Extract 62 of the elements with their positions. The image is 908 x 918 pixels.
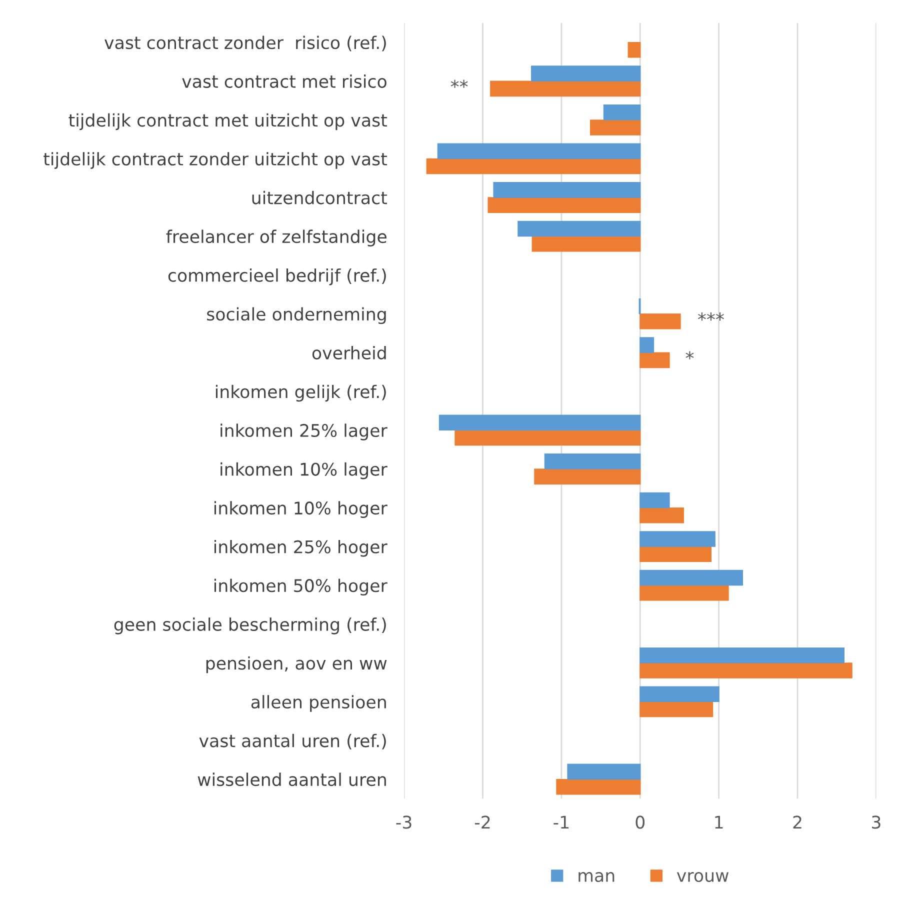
y-tick-label: vast contract met risico xyxy=(182,74,386,88)
bar xyxy=(488,197,641,213)
x-tick-label: 0 xyxy=(636,816,645,829)
annotation: * xyxy=(686,351,694,360)
y-tick-label: inkomen 10% hoger xyxy=(214,501,388,518)
bar xyxy=(640,647,845,664)
y-tick-label: inkomen 10% lager xyxy=(220,462,388,480)
x-tick-label: -1 xyxy=(554,816,568,829)
y-tick-label: inkomen gelijk (ref.) xyxy=(216,384,386,402)
y-tick-label: commercieel bedrijf (ref.) xyxy=(168,268,386,286)
bar xyxy=(640,314,681,330)
x-tick-label: -3 xyxy=(396,816,412,829)
bar xyxy=(437,143,641,160)
y-tick-label: vast aantal uren (ref.) xyxy=(199,734,386,750)
y-tick-label: sociale onderneming xyxy=(207,307,386,324)
bar xyxy=(640,507,684,524)
y-tick-label: freelancer of zelfstandige xyxy=(166,230,386,246)
bar xyxy=(640,352,670,368)
y-tick-label: inkomen 25% hoger xyxy=(214,540,388,557)
bar xyxy=(640,570,743,586)
bar xyxy=(556,778,641,795)
bar xyxy=(544,454,641,470)
x-tick-label: 3 xyxy=(872,816,880,829)
bar xyxy=(454,430,641,446)
bar xyxy=(490,80,641,97)
bar xyxy=(628,42,641,58)
y-tick-label: uitzendcontract xyxy=(252,190,387,204)
x-tick-label: 1 xyxy=(715,816,723,829)
legend-label: man xyxy=(578,872,614,882)
bar xyxy=(532,236,641,252)
bar xyxy=(640,492,670,508)
bar xyxy=(640,686,720,702)
x-tick-label: 2 xyxy=(793,816,802,829)
bar xyxy=(640,662,852,678)
y-tick-label: inkomen 25% lager xyxy=(220,424,388,440)
bar xyxy=(640,337,654,353)
bar xyxy=(640,701,714,718)
legend-label: vrouw xyxy=(676,872,729,882)
bar xyxy=(640,531,716,547)
y-tick-label: overheid xyxy=(312,346,386,360)
y-tick-label: pensioen, aov en ww xyxy=(206,656,387,674)
bar xyxy=(603,104,641,120)
bar xyxy=(426,158,641,174)
annotation: *** xyxy=(698,312,724,321)
y-tick-label: geen sociale bescherming (ref.) xyxy=(114,618,386,634)
bar xyxy=(530,66,641,82)
y-tick-label: tijdelijk contract zonder uitzicht op vast xyxy=(44,152,387,169)
annotation: ** xyxy=(450,80,468,88)
x-tick-label: -2 xyxy=(474,816,490,829)
bar xyxy=(493,182,641,198)
y-tick-label: wisselend aantal uren xyxy=(198,772,386,786)
bar xyxy=(590,120,641,136)
y-tick-label: vast contract zonder risico (ref.) xyxy=(104,36,386,52)
bar xyxy=(518,220,641,237)
bar xyxy=(640,546,712,562)
y-tick-label: tijdelijk contract met uitzicht op vast xyxy=(68,113,387,130)
y-tick-label: alleen pensioen xyxy=(251,695,386,712)
bar xyxy=(438,414,641,431)
bar xyxy=(567,764,641,780)
y-tick-label: inkomen 50% hoger xyxy=(214,578,388,596)
bar xyxy=(640,585,729,601)
bar xyxy=(534,468,641,484)
